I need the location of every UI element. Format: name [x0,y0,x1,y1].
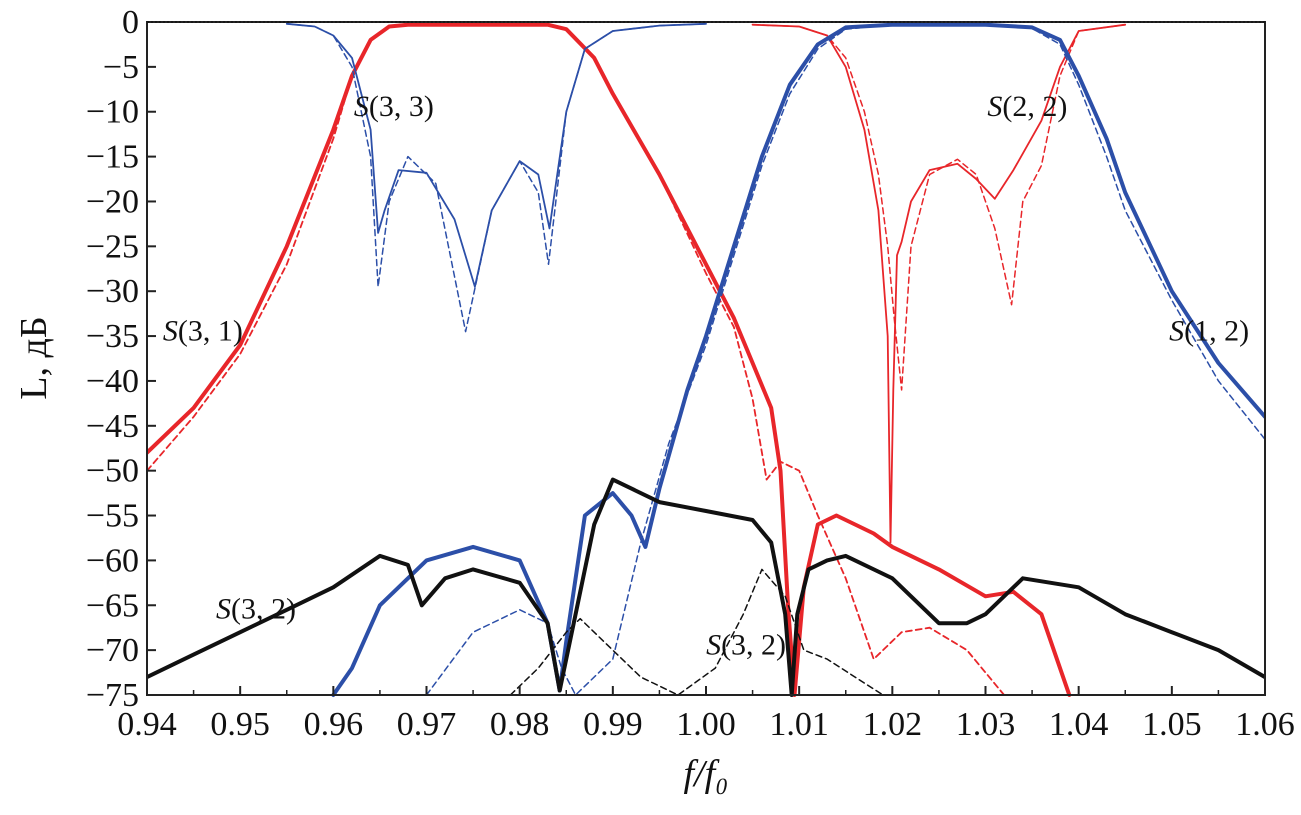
y-tick-label: −35 [86,318,139,355]
y-tick-label: −30 [86,273,139,310]
series-annotation: S(3, 2) [706,629,786,662]
y-tick-label: −55 [86,498,139,535]
series-line-s-2-2-calculated [751,23,1126,391]
y-tick-label: −25 [86,228,139,265]
series-line-s-3-2-calculated [509,568,884,696]
series-line-s-1-2-calculated [425,23,1265,696]
y-tick-label: −5 [103,49,139,86]
series-annotation: S(3, 2) [216,593,296,626]
y-tick-label: −50 [86,453,139,490]
x-tick-label: 1.01 [769,706,829,743]
x-tick-label: 1.06 [1235,706,1295,743]
plot-frame [146,21,1266,696]
x-axis-label: f/f₀ [684,753,729,795]
series-annotation: S(3, 3) [354,90,434,123]
x-tick-label: 0.97 [397,706,457,743]
x-tick-label: 0.94 [117,706,177,743]
series-line-s-3-2-measured [147,477,1265,697]
y-axis-label: L, дБ [13,316,55,399]
y-tick-label: −10 [86,94,139,131]
series-line-s-3-1-calculated [147,23,1005,696]
y-tick-label: 0 [122,4,139,41]
series-annotation: S(2, 2) [987,90,1067,123]
y-tick-label: −75 [86,677,139,714]
annotation-layer: S(3, 3) S(3, 1) S(2, 2) S(1, 2) S(3, 2) S(3, … [163,90,1249,661]
series-annotation: S(1, 2) [1169,315,1249,348]
y-tick-label: −15 [86,139,139,176]
y-tick-label: −60 [86,542,139,579]
x-tick-label: 1.03 [956,706,1016,743]
series-line-s-1-2-measured [331,22,1265,697]
y-tick-label: −45 [86,408,139,445]
x-tick-label: 0.99 [583,706,643,743]
series-line-s-2-2-measured [751,23,1127,544]
series-annotation: S(3, 1) [163,315,243,348]
y-tick-label: −40 [86,363,139,400]
x-tick-label: 0.95 [210,706,270,743]
x-tick-label: 1.02 [863,706,923,743]
x-tick-label: 0.98 [490,706,550,743]
x-tick-label: 1.00 [676,706,736,743]
series-layer [147,22,1265,697]
series-line-s-3-3-calculated [286,23,707,333]
y-tick-label: −70 [86,632,139,669]
x-tick-label: 1.05 [1142,706,1202,743]
x-tick-label: 0.96 [304,706,364,743]
x-tick-label: 1.04 [1049,706,1109,743]
y-tick-label: −65 [86,587,139,624]
axis-layer: 0.94 0.95 0.96 0.97 0.98 0.99 1.00 1.01 1.02 1.03… [86,4,1295,743]
y-tick-label: −20 [86,183,139,220]
